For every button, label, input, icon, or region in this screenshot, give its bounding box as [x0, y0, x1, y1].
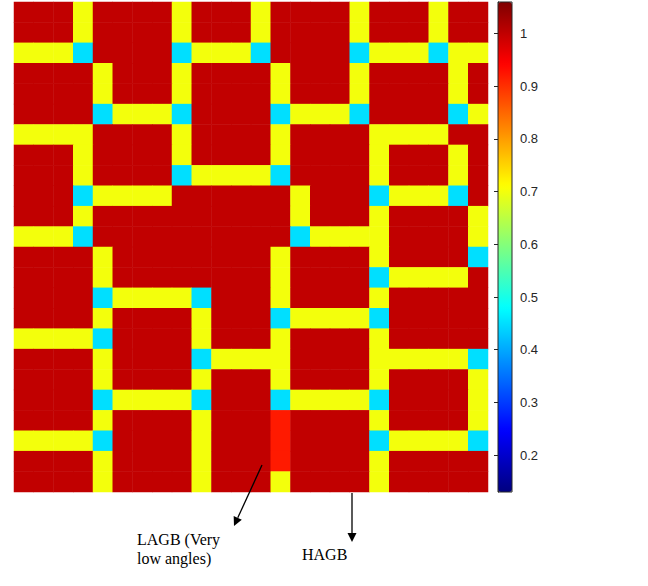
svg-text:HAGB: HAGB	[302, 546, 347, 563]
svg-text:0.5: 0.5	[520, 290, 538, 305]
svg-text:0.3: 0.3	[520, 395, 538, 410]
svg-text:0.6: 0.6	[520, 237, 538, 252]
svg-text:0.2: 0.2	[520, 448, 538, 463]
svg-text:0.9: 0.9	[520, 79, 538, 94]
svg-text:low angles): low angles)	[137, 550, 211, 568]
svg-text:0.7: 0.7	[520, 184, 538, 199]
svg-text:1: 1	[520, 26, 527, 41]
svg-text:0.4: 0.4	[520, 342, 538, 357]
svg-text:LAGB (Very: LAGB (Very	[137, 531, 220, 549]
svg-text:0.8: 0.8	[520, 131, 538, 146]
